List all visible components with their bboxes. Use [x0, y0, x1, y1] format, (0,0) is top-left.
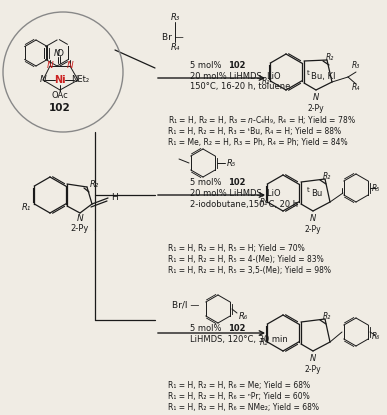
- Text: N: N: [77, 213, 83, 222]
- Text: R₂: R₂: [326, 53, 334, 61]
- Text: R₄: R₄: [352, 83, 360, 93]
- Text: Br/I —: Br/I —: [172, 300, 199, 310]
- Text: N: N: [54, 49, 60, 58]
- Text: R₁ = H, R₂ = H, R₃ = $n$-C₄H₉, R₄ = H; Yield = 78%: R₁ = H, R₂ = H, R₃ = $n$-C₄H₉, R₄ = H; Y…: [168, 114, 356, 126]
- Text: R₅: R₅: [372, 183, 380, 193]
- Text: H: H: [111, 193, 117, 202]
- Text: R₁ = H, R₂ = H, R₅ = H; Yield = 70%: R₁ = H, R₂ = H, R₅ = H; Yield = 70%: [168, 244, 305, 252]
- Text: N: N: [313, 93, 319, 102]
- Text: 102: 102: [228, 61, 245, 69]
- Text: R₁: R₁: [260, 337, 268, 347]
- Text: N: N: [39, 76, 46, 85]
- Text: 102: 102: [228, 178, 245, 186]
- Text: Bu: Bu: [311, 188, 322, 198]
- Text: t: t: [307, 187, 310, 193]
- Text: 2-Py: 2-Py: [308, 103, 324, 112]
- Text: 2-iodobutane,150°C, 20 h: 2-iodobutane,150°C, 20 h: [190, 200, 298, 208]
- Text: t: t: [307, 70, 310, 76]
- Text: LiHMDS, 120°C, 30 min: LiHMDS, 120°C, 30 min: [190, 334, 288, 344]
- Text: O: O: [57, 49, 63, 59]
- Text: R₆: R₆: [372, 332, 380, 340]
- Text: R₂: R₂: [89, 180, 99, 188]
- Text: R₁: R₁: [260, 198, 268, 207]
- Text: R₁ = H, R₂ = H, R₅ = 4-(Me); Yield = 83%: R₁ = H, R₂ = H, R₅ = 4-(Me); Yield = 83%: [168, 254, 324, 264]
- Text: OAc: OAc: [51, 90, 68, 100]
- Text: 2-Py: 2-Py: [305, 225, 321, 234]
- Text: 20 mol% LiHMDS, LiO: 20 mol% LiHMDS, LiO: [190, 188, 281, 198]
- Text: 2-Py: 2-Py: [71, 224, 89, 232]
- Text: R₁ = H, R₂ = H, R₆ = ⁿPr; Yield = 60%: R₁ = H, R₂ = H, R₆ = ⁿPr; Yield = 60%: [168, 391, 310, 400]
- Text: R₁ = H, R₂ = H, R₆ = NMe₂; Yield = 68%: R₁ = H, R₂ = H, R₆ = NMe₂; Yield = 68%: [168, 403, 319, 412]
- Text: R₁ = H, R₂ = H, R₅ = 3,5-(Me); Yield = 98%: R₁ = H, R₂ = H, R₅ = 3,5-(Me); Yield = 9…: [168, 266, 331, 274]
- Text: 5 mol%: 5 mol%: [190, 324, 224, 332]
- Text: N: N: [46, 61, 53, 71]
- Text: Br —: Br —: [162, 32, 184, 42]
- Text: R₁ = H, R₂ = H, R₃ = ᵗBu, R₄ = H; Yield = 88%: R₁ = H, R₂ = H, R₃ = ᵗBu, R₄ = H; Yield …: [168, 127, 341, 136]
- Text: R₂: R₂: [323, 312, 331, 320]
- Text: 102: 102: [228, 324, 245, 332]
- Text: R₄: R₄: [170, 44, 180, 53]
- Text: 5 mol%: 5 mol%: [190, 178, 224, 186]
- Text: 2-Py: 2-Py: [305, 364, 321, 374]
- Text: 150°C, 16-20 h, toluene: 150°C, 16-20 h, toluene: [190, 83, 290, 91]
- Text: Bu, KI: Bu, KI: [311, 71, 336, 81]
- Text: R₃: R₃: [352, 61, 360, 69]
- Text: 102: 102: [49, 103, 71, 113]
- Text: R₁ = H, R₂ = H, R₆ = Me; Yield = 68%: R₁ = H, R₂ = H, R₆ = Me; Yield = 68%: [168, 381, 310, 390]
- Text: R₁: R₁: [262, 78, 270, 86]
- Text: N: N: [67, 61, 74, 71]
- Text: R₂: R₂: [323, 171, 331, 181]
- Text: 20 mol% LiHMDS, LiO: 20 mol% LiHMDS, LiO: [190, 71, 281, 81]
- Text: 5 mol%: 5 mol%: [190, 61, 224, 69]
- Text: R₁ = Me, R₂ = H, R₃ = Ph, R₄ = Ph; Yield = 84%: R₁ = Me, R₂ = H, R₃ = Ph, R₄ = Ph; Yield…: [168, 137, 348, 146]
- Text: R₃: R₃: [170, 12, 180, 22]
- Text: R₆: R₆: [238, 312, 248, 320]
- Text: N: N: [310, 354, 316, 362]
- Text: NEt₂: NEt₂: [71, 76, 89, 85]
- Text: R₅: R₅: [226, 159, 236, 168]
- Text: R₁: R₁: [21, 203, 31, 212]
- Text: Ni: Ni: [54, 75, 66, 85]
- Text: N: N: [310, 213, 316, 222]
